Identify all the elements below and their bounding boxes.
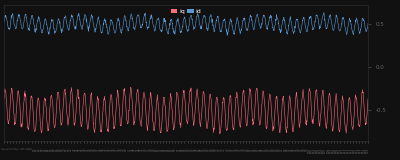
Legend: iq, id: iq, id xyxy=(170,8,202,15)
